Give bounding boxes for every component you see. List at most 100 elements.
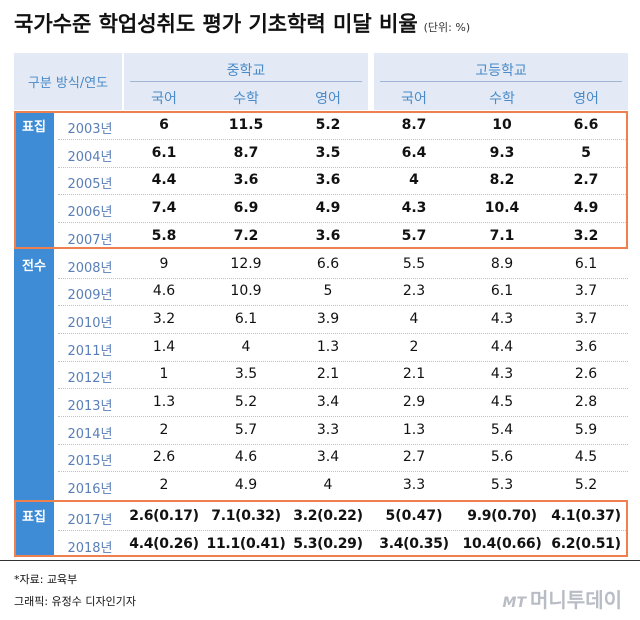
group-divider-high (380, 81, 622, 82)
year-label: 2013년 (67, 399, 113, 414)
value-cell: 1.3 (402, 421, 426, 438)
value-cell: 1.3 (316, 338, 340, 355)
value-cell: 3.4 (316, 449, 340, 466)
value-cell: 6.1 (490, 283, 514, 300)
year-label: 2011년 (67, 343, 113, 359)
value-cell: 4 (409, 172, 419, 189)
subject-header: 국어 (151, 91, 177, 107)
value-cell: 6.1 (151, 144, 177, 161)
header-block-label (14, 53, 122, 110)
value-cell: 2 (159, 421, 169, 438)
source-note: *자료: 교육부 (14, 573, 78, 586)
row-divider (58, 443, 628, 445)
value-cell: 3.4 (316, 394, 340, 410)
value-cell: 10 (492, 117, 512, 133)
value-cell: 9.9(0.70) (467, 508, 537, 524)
group-divider-middle (130, 81, 362, 82)
value-cell: 3.7 (574, 283, 598, 300)
value-cell: 3.5 (234, 366, 258, 383)
value-cell: 5.7 (401, 227, 427, 244)
value-cell: 4.1(0.37) (551, 508, 621, 524)
section-bar (14, 112, 54, 500)
value-cell: 2 (159, 477, 169, 494)
value-cell: 4.6 (234, 449, 258, 466)
value-cell: 7.4 (151, 200, 177, 217)
logo-name: 머니투데이 (530, 588, 622, 612)
year-label: 2003년 (67, 122, 113, 137)
value-cell: 2.6 (574, 366, 598, 383)
value-cell: 5.2 (234, 394, 258, 410)
value-cell: 3.3 (316, 421, 340, 438)
value-cell: 4.9 (234, 477, 258, 494)
row-divider (58, 305, 628, 307)
year-label: 2017년 (67, 513, 113, 528)
row-divider (58, 530, 628, 531)
row-divider (58, 194, 628, 196)
value-cell: 6.6 (316, 255, 340, 272)
value-cell: 6.6 (573, 117, 599, 133)
row-divider (58, 222, 628, 224)
row-divider (58, 166, 628, 168)
value-cell: 8.2 (489, 172, 515, 189)
year-label: 2016년 (67, 482, 113, 498)
value-cell: 5.3 (490, 477, 514, 494)
highlight-box-sample-2003-2007 (14, 111, 628, 249)
year-label: 2009년 (67, 288, 113, 304)
value-cell: 4 (323, 477, 333, 494)
row-divider (58, 277, 628, 279)
value-cell: 3.2 (152, 310, 176, 327)
value-cell: 12.9 (230, 255, 262, 272)
value-cell: 2.9 (402, 394, 426, 410)
value-cell: 4.4 (490, 338, 514, 355)
value-cell: 4.3 (401, 200, 427, 217)
value-cell: 2.1 (402, 366, 426, 383)
row-divider (58, 360, 628, 362)
value-cell: 6 (159, 117, 169, 133)
row-divider (58, 471, 628, 473)
unit-label: (단위: %) (423, 21, 471, 34)
value-cell: 7.1(0.32) (211, 508, 281, 524)
row-divider (58, 388, 628, 390)
value-cell: 5.2 (315, 117, 341, 133)
value-cell: 2.7 (402, 449, 426, 466)
publisher-logo: MT 머니투데이 (503, 584, 622, 613)
value-cell: 9 (159, 255, 169, 272)
group-high-school: 고등학교 (475, 63, 527, 79)
value-cell: 2.7 (573, 172, 599, 189)
value-cell: 2.8 (574, 394, 598, 410)
value-cell: 2.6(0.17) (129, 508, 199, 524)
value-cell: 4.4 (151, 172, 177, 189)
value-cell: 2 (409, 338, 419, 355)
year-label: 2018년 (67, 541, 113, 556)
value-cell: 4.5 (574, 449, 598, 466)
title-text: 국가수준 학업성취도 평가 기초학력 미달 비율 (14, 12, 418, 36)
value-cell: 5.4 (490, 421, 514, 438)
footer-divider (0, 560, 640, 561)
value-cell: 9.3 (489, 144, 515, 161)
value-cell: 4 (241, 338, 251, 355)
value-cell: 3.6 (315, 172, 341, 189)
value-cell: 3.5 (315, 144, 341, 161)
value-cell: 4 (409, 310, 419, 327)
value-cell: 5.7 (234, 421, 258, 438)
value-cell: 1.4 (152, 338, 176, 355)
value-cell: 3.2 (573, 227, 599, 244)
value-cell: 1.3 (152, 394, 176, 410)
value-cell: 4.9 (573, 200, 599, 217)
section-label: 전수 (22, 259, 46, 274)
subject-header: 수학 (489, 91, 515, 107)
section-bar (14, 502, 54, 556)
value-cell: 2.1 (316, 366, 340, 383)
year-label: 2010년 (67, 315, 113, 331)
value-cell: 3.9 (316, 310, 340, 327)
value-cell: 10.4(0.66) (462, 536, 542, 552)
value-cell: 7.1 (489, 227, 515, 244)
value-cell: 6.9 (233, 200, 259, 217)
value-cell: 6.4 (401, 144, 427, 161)
value-cell: 6.1 (234, 310, 258, 327)
subject-header: 영어 (573, 91, 599, 107)
value-cell: 4.3 (490, 310, 514, 327)
value-cell: 6.1 (574, 255, 598, 272)
group-middle-school: 중학교 (226, 63, 266, 79)
chart-title: 국가수준 학업성취도 평가 기초학력 미달 비율 (단위: %) (14, 8, 470, 38)
